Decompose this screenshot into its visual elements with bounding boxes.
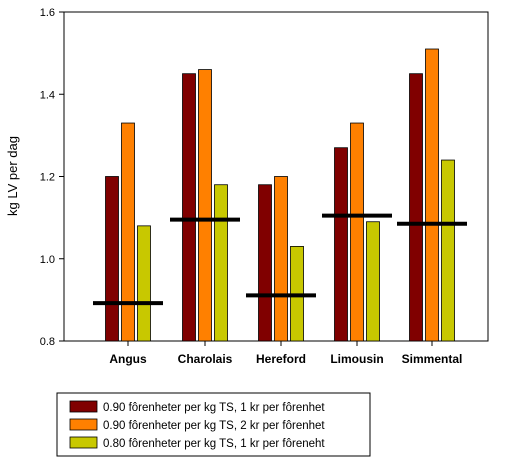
bar-charolais-series-1: [182, 73, 196, 342]
x-tick-label: Hereford: [256, 352, 306, 366]
legend-box: [56, 392, 371, 457]
reference-lines: [93, 213, 467, 306]
bars: [105, 48, 455, 342]
bar-simmental-series-1: [409, 73, 423, 342]
y-axis-title: kg LV per dag: [5, 136, 20, 216]
bar-angus-series-1: [105, 176, 119, 342]
legend-label-1: 0.90 fôrenheter per kg TS, 1 kr per fôre…: [103, 402, 325, 414]
legend-swatch-3: [69, 436, 98, 449]
bar-angus-series-2: [121, 122, 135, 342]
bar-simmental-series-2: [425, 48, 439, 342]
y-tick-label: 0.8: [40, 336, 55, 348]
legend-swatch-2: [69, 418, 98, 431]
y-axis: 0.8 1.0 1.2 1.4 1.6: [40, 7, 64, 348]
bar-simmental-series-3: [441, 159, 455, 342]
x-tick-label: Simmental: [402, 352, 463, 366]
legend: 0.90 fôrenheter per kg TS, 1 kr per fôre…: [56, 392, 371, 457]
x-tick-label: Charolais: [178, 352, 233, 366]
legend-label-3: 0.80 fôrenheter per kg TS, 1 kr per fôre…: [103, 438, 325, 450]
y-tick-label: 1.2: [40, 172, 55, 184]
legend-swatch-1: [69, 400, 98, 413]
y-tick-label: 1.4: [40, 89, 55, 101]
bar-angus-series-3: [137, 225, 151, 342]
legend-label-2: 0.90 fôrenheter per kg TS, 2 kr per fôre…: [103, 420, 325, 432]
bar-limousin-series-1: [334, 147, 348, 342]
x-tick-label: Limousin: [330, 352, 383, 366]
x-axis: Angus Charolais Hereford Limousin Simmental: [109, 341, 462, 366]
bar-charolais-series-3: [214, 184, 228, 342]
y-tick-label: 1.6: [40, 7, 55, 19]
bar-hereford-series-2: [274, 176, 288, 342]
x-tick-label: Angus: [109, 352, 147, 366]
bar-charolais-series-2: [198, 69, 212, 342]
bar-limousin-series-3: [366, 221, 380, 342]
bar-limousin-series-2: [350, 122, 364, 342]
bar-hereford-series-1: [258, 184, 272, 342]
y-tick-label: 1.0: [40, 254, 55, 266]
